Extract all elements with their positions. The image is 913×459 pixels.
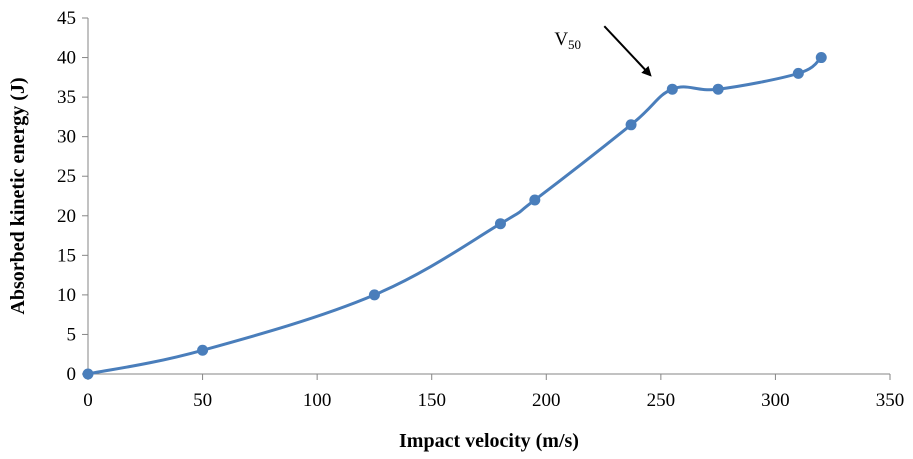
v50-annotation-arrow: [603, 25, 652, 77]
x-tick-label: 100: [303, 390, 332, 411]
y-tick-label: 40: [57, 48, 76, 69]
data-point: [494, 218, 506, 230]
y-tick-label: 35: [57, 87, 76, 108]
data-point: [666, 83, 678, 95]
x-tick-label: 0: [83, 390, 93, 411]
x-tick-label: 50: [193, 390, 212, 411]
y-ticks: 0 5 10 15 20 25 30 35 40 45: [57, 8, 88, 385]
x-tick-label: 200: [532, 390, 561, 411]
y-tick-label: 30: [57, 127, 76, 148]
v50-annotation-label: V50: [554, 29, 581, 52]
data-point: [82, 368, 94, 380]
series-layer: [82, 52, 827, 380]
data-point: [712, 83, 724, 95]
y-tick-label: 15: [57, 245, 76, 266]
axes: [87, 18, 890, 375]
y-tick-label: 5: [67, 324, 77, 345]
data-point: [197, 344, 209, 356]
data-point: [815, 52, 827, 64]
x-tick-label: 250: [647, 390, 676, 411]
v50-label-main: V: [554, 29, 568, 50]
y-tick-label: 10: [57, 285, 76, 306]
series-line: [87, 56, 823, 376]
y-tick-label: 45: [57, 8, 76, 29]
x-ticks: 0 50 100 150 200 250 300 350: [83, 374, 904, 411]
y-tick-label: 25: [57, 166, 76, 187]
y-tick-label: 0: [67, 364, 77, 385]
y-axis-title: Absorbed kinetic energy (J): [7, 77, 29, 314]
data-point: [792, 67, 804, 79]
x-tick-label: 300: [761, 390, 790, 411]
v50-label-subscript: 50: [568, 37, 581, 52]
x-tick-label: 150: [417, 390, 446, 411]
y-tick-label: 20: [57, 206, 76, 227]
data-point: [529, 194, 541, 206]
x-tick-label: 350: [876, 390, 905, 411]
data-point: [625, 119, 637, 131]
data-point: [368, 289, 380, 301]
x-axis-title: Impact velocity (m/s): [399, 430, 579, 452]
